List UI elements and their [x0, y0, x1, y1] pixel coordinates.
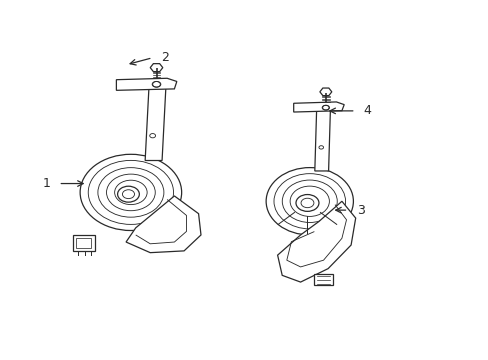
Circle shape: [318, 146, 323, 149]
FancyBboxPatch shape: [73, 235, 95, 251]
Polygon shape: [116, 78, 177, 90]
FancyBboxPatch shape: [314, 274, 332, 285]
Circle shape: [322, 105, 328, 110]
Ellipse shape: [122, 190, 134, 199]
Polygon shape: [277, 201, 355, 282]
Ellipse shape: [301, 198, 313, 208]
Polygon shape: [145, 86, 165, 161]
Text: 4: 4: [363, 104, 371, 117]
Circle shape: [149, 134, 155, 138]
Text: 1: 1: [42, 177, 50, 190]
Ellipse shape: [295, 194, 318, 211]
Polygon shape: [314, 109, 330, 171]
Ellipse shape: [265, 168, 353, 235]
Text: 2: 2: [161, 51, 168, 64]
Polygon shape: [293, 102, 344, 112]
Polygon shape: [126, 196, 201, 253]
Text: 3: 3: [356, 204, 364, 217]
Circle shape: [152, 81, 160, 87]
Ellipse shape: [117, 186, 139, 202]
Ellipse shape: [80, 154, 181, 230]
